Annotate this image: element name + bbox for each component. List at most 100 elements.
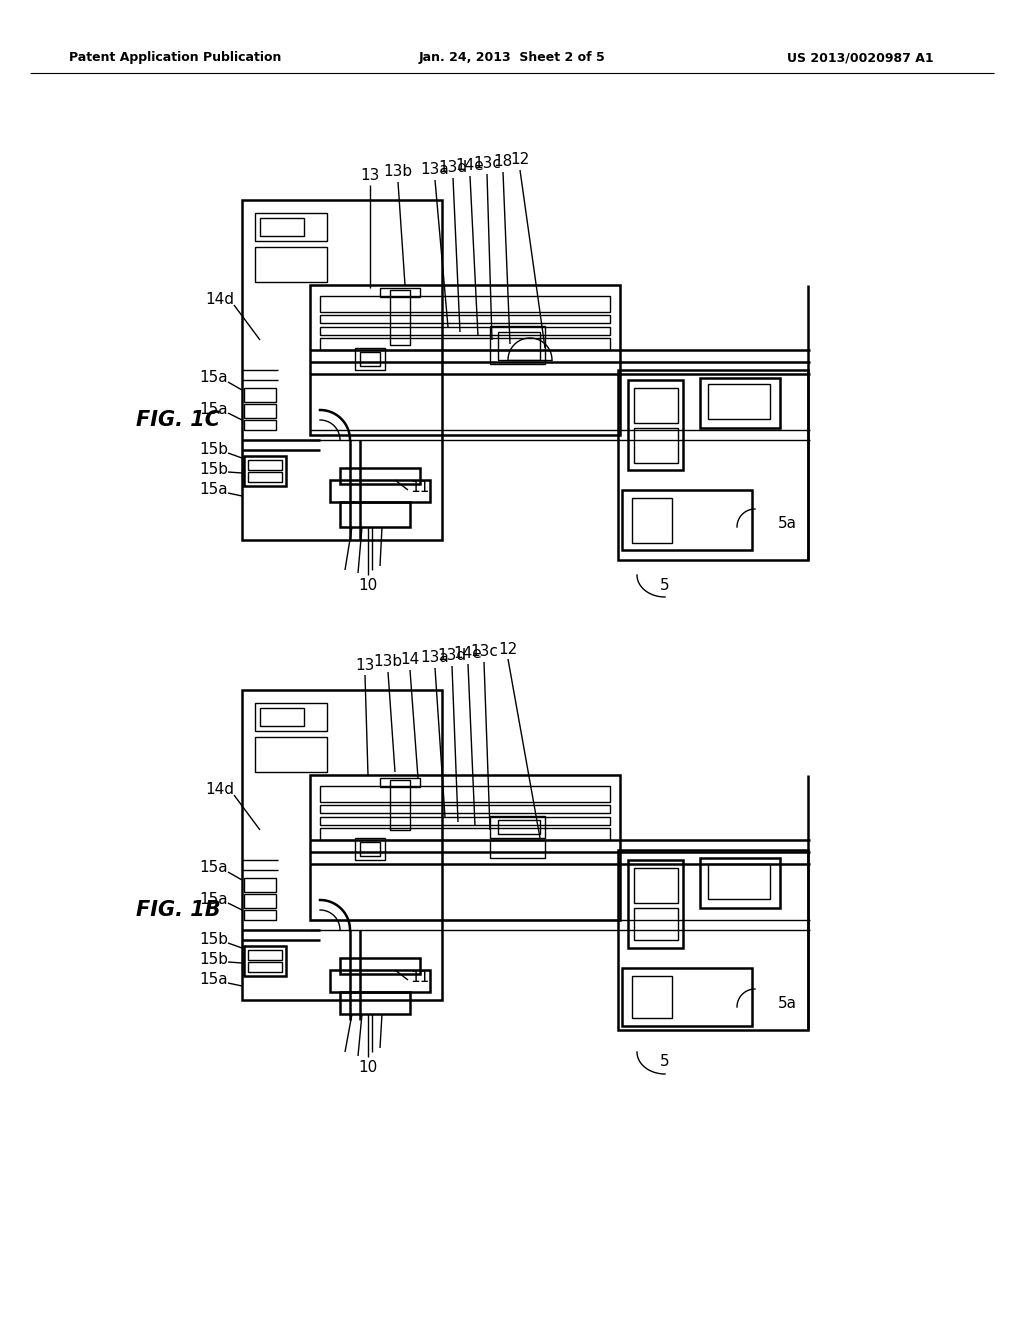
Bar — [260, 708, 304, 726]
Bar — [319, 315, 610, 323]
Bar — [498, 820, 540, 834]
Bar — [618, 370, 808, 560]
Bar — [380, 777, 420, 787]
Bar — [310, 285, 620, 436]
Bar — [708, 384, 770, 418]
Bar — [340, 469, 420, 484]
Text: 5a: 5a — [778, 995, 797, 1011]
Bar — [330, 970, 430, 993]
Text: 12: 12 — [499, 642, 517, 656]
Bar — [618, 850, 808, 1030]
Text: 13b: 13b — [383, 165, 413, 180]
Bar — [319, 338, 610, 350]
Bar — [622, 968, 752, 1026]
Bar — [632, 975, 672, 1018]
Text: 14d: 14d — [205, 293, 234, 308]
Bar — [319, 785, 610, 803]
Text: 12: 12 — [510, 153, 529, 168]
Text: 15b: 15b — [199, 953, 228, 968]
Text: 13: 13 — [360, 168, 380, 182]
Text: 14e: 14e — [454, 647, 482, 661]
Bar — [634, 908, 678, 940]
Bar — [355, 348, 385, 370]
Bar — [242, 201, 442, 540]
Text: 13d: 13d — [437, 648, 467, 664]
Bar — [632, 498, 672, 543]
Bar — [319, 296, 610, 312]
Bar — [244, 404, 276, 418]
Text: 15a: 15a — [200, 861, 228, 875]
Bar — [248, 950, 282, 960]
Text: 15a: 15a — [200, 892, 228, 908]
Bar — [244, 420, 276, 430]
Text: 15b: 15b — [199, 462, 228, 478]
Bar — [244, 388, 276, 403]
Text: 15b: 15b — [199, 932, 228, 948]
Bar — [340, 993, 410, 1014]
Text: Patent Application Publication: Patent Application Publication — [69, 51, 282, 65]
Bar — [310, 775, 620, 920]
Bar — [490, 326, 545, 364]
Bar — [360, 352, 380, 366]
Bar — [255, 247, 327, 282]
Bar — [330, 480, 430, 502]
Text: 14e: 14e — [456, 158, 484, 173]
Bar — [498, 333, 540, 360]
Bar — [255, 213, 327, 242]
Bar — [319, 817, 610, 825]
Text: 13a: 13a — [421, 162, 450, 177]
Bar — [244, 455, 286, 486]
Text: 10: 10 — [358, 578, 378, 593]
Bar — [634, 428, 678, 463]
Bar — [634, 869, 678, 903]
Bar — [242, 690, 442, 1001]
Text: 14d: 14d — [205, 783, 234, 797]
Text: 15a: 15a — [200, 371, 228, 385]
Text: 13a: 13a — [421, 651, 450, 665]
Bar — [390, 780, 410, 830]
Text: 13c: 13c — [470, 644, 498, 660]
Text: Jan. 24, 2013  Sheet 2 of 5: Jan. 24, 2013 Sheet 2 of 5 — [419, 51, 605, 65]
Text: 5: 5 — [660, 1055, 670, 1069]
Text: 10: 10 — [358, 1060, 378, 1074]
Bar — [244, 894, 276, 908]
Text: 11: 11 — [410, 970, 429, 986]
Text: 13c: 13c — [473, 157, 501, 172]
Text: 15a: 15a — [200, 973, 228, 987]
Bar — [634, 388, 678, 422]
Text: 13b: 13b — [374, 655, 402, 669]
Bar — [244, 909, 276, 920]
Bar — [255, 704, 327, 731]
Bar — [700, 378, 780, 428]
Bar — [319, 805, 610, 813]
Text: 18: 18 — [494, 154, 513, 169]
Text: 14: 14 — [400, 652, 420, 668]
Text: 5: 5 — [660, 578, 670, 593]
Bar — [490, 840, 545, 858]
Bar — [260, 218, 304, 236]
Bar — [628, 861, 683, 948]
Text: 15a: 15a — [200, 403, 228, 417]
Text: 5a: 5a — [778, 516, 797, 531]
Bar — [255, 737, 327, 772]
Text: FIG. 1C: FIG. 1C — [136, 411, 220, 430]
Text: 15b: 15b — [199, 442, 228, 458]
Bar — [360, 842, 380, 855]
Bar — [490, 816, 545, 838]
Bar — [628, 380, 683, 470]
Text: US 2013/0020987 A1: US 2013/0020987 A1 — [786, 51, 933, 65]
Bar — [380, 288, 420, 297]
Text: 13: 13 — [355, 657, 375, 672]
Bar — [340, 958, 420, 974]
Bar — [319, 327, 610, 335]
Bar — [390, 290, 410, 345]
Bar — [340, 502, 410, 527]
Bar — [248, 962, 282, 972]
Bar — [622, 490, 752, 550]
Bar — [244, 878, 276, 892]
Bar — [700, 858, 780, 908]
Bar — [708, 865, 770, 899]
Bar — [244, 946, 286, 975]
Text: 15a: 15a — [200, 483, 228, 498]
Text: FIG. 1B: FIG. 1B — [136, 900, 220, 920]
